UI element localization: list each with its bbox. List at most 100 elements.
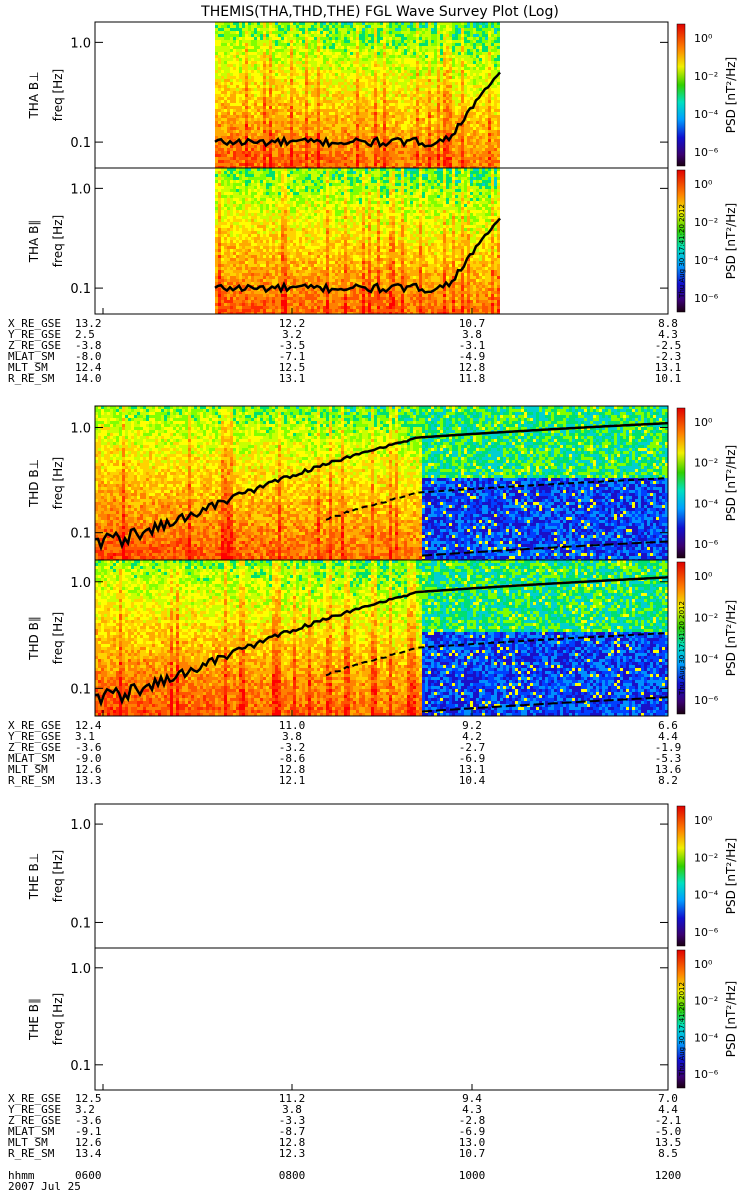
- spectrogram-cell: [347, 91, 350, 94]
- spectrogram-cell: [215, 64, 218, 67]
- spectrogram-cell: [443, 43, 446, 46]
- spectrogram-cell: [308, 118, 311, 121]
- spectrogram-cell: [269, 157, 272, 160]
- spectrogram-cell: [476, 40, 479, 43]
- spectrogram-cell: [404, 106, 407, 109]
- spectrogram-cell: [320, 55, 323, 58]
- spectrogram-cell: [437, 127, 440, 130]
- spectrogram-cell: [221, 180, 224, 183]
- spectrogram-cell: [224, 303, 227, 306]
- spectrogram-cell: [455, 136, 458, 139]
- spectrogram-cell: [290, 58, 293, 61]
- spectrogram-cell: [344, 25, 347, 28]
- spectrogram-cell: [230, 79, 233, 82]
- spectrogram-cell: [497, 100, 500, 103]
- spectrogram-cell: [410, 97, 413, 100]
- spectrogram-cell: [479, 22, 482, 25]
- spectrogram-cell: [230, 258, 233, 261]
- spectrogram-cell: [371, 88, 374, 91]
- spectrogram-cell: [230, 160, 233, 163]
- spectrogram-cell: [353, 103, 356, 106]
- spectrogram-cell: [431, 58, 434, 61]
- spectrogram-cell: [455, 70, 458, 73]
- spectrogram-cell: [329, 64, 332, 67]
- spectrogram-cell: [398, 121, 401, 124]
- spectrogram-cell: [425, 49, 428, 52]
- spectrogram-cell: [278, 145, 281, 148]
- spectrogram-cell: [263, 46, 266, 49]
- spectrogram-cell: [305, 49, 308, 52]
- spectrogram-cell: [458, 61, 461, 64]
- spectrogram-cell: [314, 85, 317, 88]
- spectrogram-cell: [443, 106, 446, 109]
- spectrogram-cell: [446, 94, 449, 97]
- spectrogram-cell: [428, 166, 431, 168]
- spectrogram-cell: [440, 124, 443, 127]
- spectrogram-cell: [350, 106, 353, 109]
- spectrogram-cell: [287, 151, 290, 154]
- spectrogram-cell: [293, 49, 296, 52]
- spectrogram-cell: [461, 142, 464, 145]
- spectrogram-cell: [299, 88, 302, 91]
- spectrogram-cell: [407, 49, 410, 52]
- spectrogram-cell: [335, 97, 338, 100]
- spectrogram-cell: [470, 46, 473, 49]
- spectrogram-cell: [431, 88, 434, 91]
- spectrogram-cell: [266, 127, 269, 130]
- spectrogram-cell: [434, 151, 437, 154]
- spectrogram-cell: [230, 168, 233, 171]
- spectrogram-cell: [476, 100, 479, 103]
- spectrogram-cell: [236, 136, 239, 139]
- spectrogram-cell: [218, 64, 221, 67]
- spectrogram-cell: [317, 112, 320, 115]
- spectrogram-cell: [383, 103, 386, 106]
- spectrogram-cell: [287, 160, 290, 163]
- spectrogram-cell: [410, 34, 413, 37]
- spectrogram-cell: [437, 37, 440, 40]
- spectrogram-cell: [242, 34, 245, 37]
- spectrogram-cell: [380, 133, 383, 136]
- spectrogram-cell: [341, 160, 344, 163]
- spectrogram-cell: [344, 34, 347, 37]
- spectrogram-cell: [422, 43, 425, 46]
- spectrogram-cell: [446, 121, 449, 124]
- spectrogram-cell: [395, 166, 398, 168]
- spectrogram-cell: [314, 148, 317, 151]
- spectrogram-cell: [437, 112, 440, 115]
- spectrogram-cell: [389, 31, 392, 34]
- spectrogram-cell: [236, 28, 239, 31]
- spectrogram-cell: [230, 139, 233, 142]
- spectrogram-cell: [275, 46, 278, 49]
- spectrogram-cell: [275, 154, 278, 157]
- spectrogram-cell: [362, 112, 365, 115]
- spectrogram-cell: [251, 142, 254, 145]
- spectrogram-cell: [446, 166, 449, 168]
- spectrogram-cell: [347, 115, 350, 118]
- spectrogram-cell: [224, 28, 227, 31]
- spectrogram-cell: [329, 115, 332, 118]
- spectrogram-cell: [290, 67, 293, 70]
- spectrogram-cell: [443, 85, 446, 88]
- spectrogram-cell: [356, 52, 359, 55]
- spectrogram-cell: [377, 160, 380, 163]
- spectrogram-cell: [278, 106, 281, 109]
- spectrogram-cell: [254, 85, 257, 88]
- spectrogram-cell: [365, 43, 368, 46]
- spectrogram-cell: [431, 160, 434, 163]
- spectrogram-cell: [362, 100, 365, 103]
- spectrogram-cell: [233, 180, 236, 183]
- spectrogram-cell: [341, 40, 344, 43]
- spectrogram-cell: [290, 82, 293, 85]
- spectrogram-cell: [308, 34, 311, 37]
- spectrogram-cell: [350, 61, 353, 64]
- spectrogram-cell: [278, 34, 281, 37]
- spectrogram-cell: [473, 151, 476, 154]
- spectrogram-cell: [434, 25, 437, 28]
- spectrogram-cell: [248, 166, 251, 168]
- spectrogram-cell: [482, 25, 485, 28]
- spectrogram-cell: [326, 55, 329, 58]
- spectrogram-cell: [437, 97, 440, 100]
- spectrogram-cell: [407, 145, 410, 148]
- spectrogram-cell: [245, 97, 248, 100]
- spectrogram-cell: [473, 163, 476, 166]
